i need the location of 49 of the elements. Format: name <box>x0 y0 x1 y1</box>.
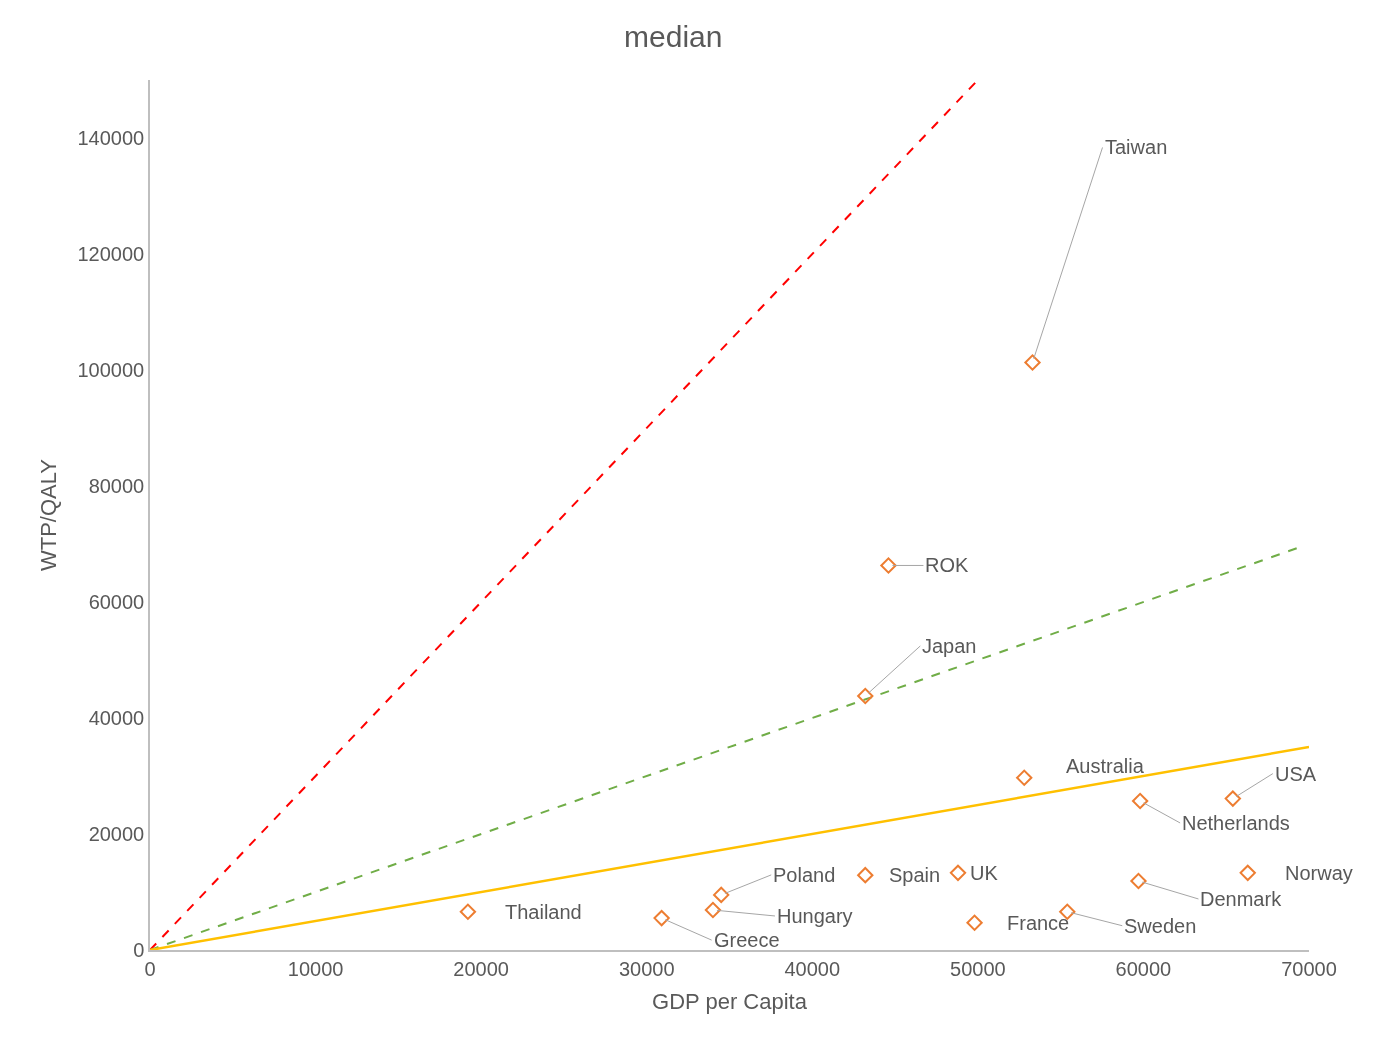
chart-title: median <box>624 20 723 53</box>
y-axis-title: WTP/QALY <box>35 458 61 572</box>
point <box>653 909 670 927</box>
annotation: Denmark <box>1200 888 1283 910</box>
point <box>880 557 897 574</box>
annotation: Taiwan <box>1105 136 1168 158</box>
annotation: Norway <box>1285 862 1353 884</box>
annotation: Netherlands <box>1182 812 1290 834</box>
y-tick-label: 80000 <box>88 475 145 497</box>
point <box>1016 769 1033 786</box>
point <box>1239 864 1256 882</box>
y-tick-label: 100000 <box>77 359 145 381</box>
x-axis-title: GDP per Capita <box>652 989 808 1015</box>
x-tick-label: 40000 <box>784 957 841 980</box>
point <box>949 864 967 882</box>
y-tick-label: 0 <box>133 939 145 961</box>
point <box>1131 792 1149 810</box>
annotation: Japan <box>922 635 977 657</box>
point <box>857 867 874 884</box>
x-tick-label: 70000 <box>1281 957 1337 980</box>
point <box>704 901 722 919</box>
annotation: Poland <box>773 864 836 886</box>
y-tick-label: 60000 <box>88 591 145 613</box>
annotation: France <box>1007 912 1070 934</box>
x-tick-label: 10000 <box>287 957 344 980</box>
annotation: UK <box>970 862 999 884</box>
annotation: Sweden <box>1124 915 1197 937</box>
annotation: Australia <box>1066 755 1145 777</box>
point <box>857 687 874 705</box>
annotation: USA <box>1275 763 1317 785</box>
annotation: Thailand <box>505 901 582 923</box>
y-tick-label: 120000 <box>77 243 145 265</box>
y-tick-label: 140000 <box>77 127 145 149</box>
point <box>713 886 730 904</box>
x-tick-label: 50000 <box>950 957 1006 980</box>
point <box>1130 872 1147 890</box>
point <box>459 903 477 920</box>
annotation: Greece <box>714 929 780 951</box>
annotation: Spain <box>889 864 941 886</box>
x-tick-label: 20000 <box>453 957 509 980</box>
x-tick-label: 60000 <box>1115 957 1172 980</box>
point <box>1024 354 1041 371</box>
annotation: ROK <box>925 554 969 576</box>
point <box>1224 790 1241 807</box>
annotation: Hungary <box>777 905 853 927</box>
y-tick-label: 40000 <box>88 707 145 729</box>
x-tick-label: 30000 <box>618 957 675 980</box>
point <box>966 914 983 931</box>
y-tick-label: 20000 <box>88 823 145 845</box>
